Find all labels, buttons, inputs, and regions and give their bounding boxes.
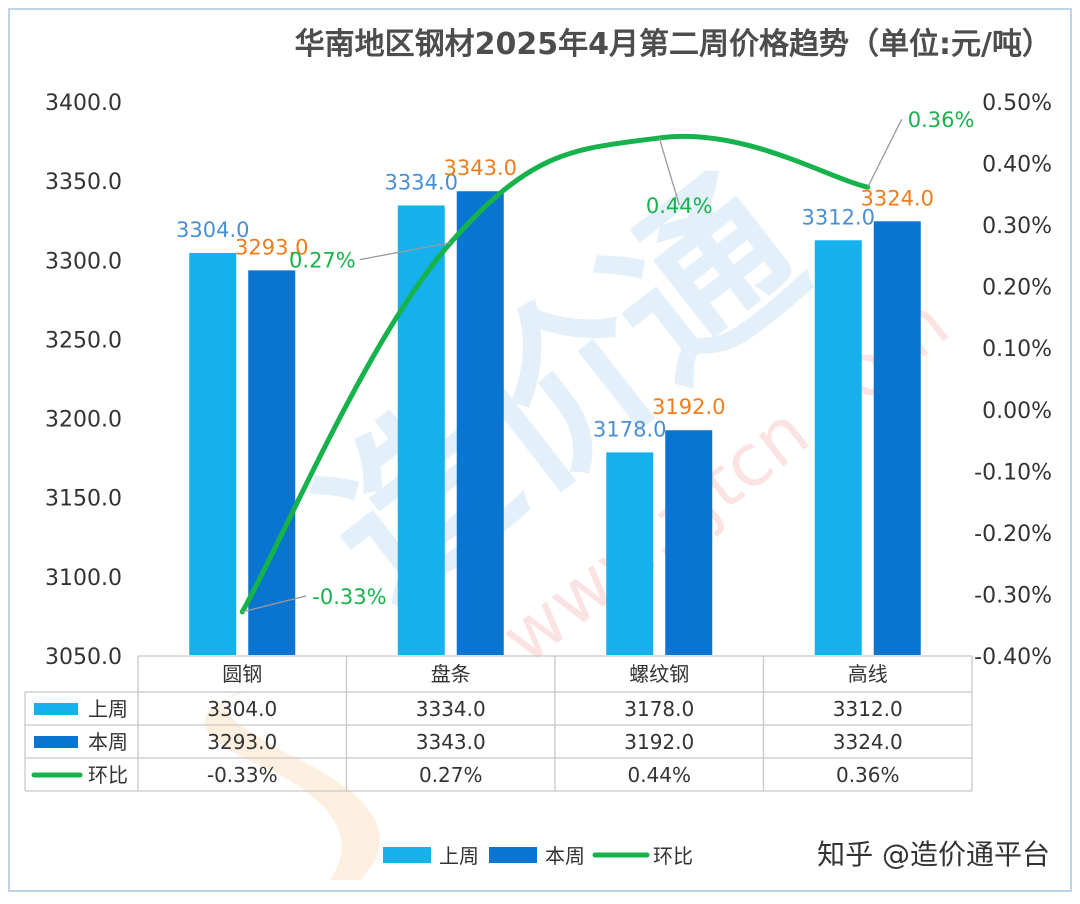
right-tick-label: -0.10% <box>974 460 1052 485</box>
bar <box>456 191 504 656</box>
table-cell: 3324.0 <box>833 730 903 754</box>
bar-data-label: 3192.0 <box>652 395 725 419</box>
left-tick-label: 3150.0 <box>45 487 122 512</box>
line-series-huanbi <box>239 134 871 615</box>
bar-data-label: 3293.0 <box>235 235 308 259</box>
table-cell: 3192.0 <box>624 730 694 754</box>
left-tick-label: 3400.0 <box>45 91 122 116</box>
bar <box>189 252 237 655</box>
category-label: 盘条 <box>431 662 471 686</box>
right-tick-label: -0.40% <box>974 645 1052 670</box>
category-label: 高线 <box>848 662 888 686</box>
right-tick-label: 0.10% <box>982 337 1052 362</box>
right-tick-label: 0.30% <box>982 214 1052 239</box>
line-data-label: -0.33% <box>312 585 386 609</box>
right-tick-label: 0.40% <box>982 153 1052 178</box>
left-tick-label: 3350.0 <box>45 170 122 195</box>
bar <box>665 430 713 655</box>
right-tick-label: 0.50% <box>982 91 1052 116</box>
line-data-label: 0.36% <box>908 108 975 132</box>
table-cell: 3334.0 <box>416 697 486 721</box>
table-cell: 0.27% <box>419 763 483 787</box>
table-cell: 3312.0 <box>833 697 903 721</box>
bar-data-label: 3304.0 <box>176 218 249 242</box>
legend-label: 环比 <box>653 844 693 868</box>
legend: 上周 本周 环比 <box>383 844 693 868</box>
bar <box>397 205 445 655</box>
credit-text: 知乎 @造价通平台 <box>817 838 1050 871</box>
left-tick-label: 3200.0 <box>45 408 122 433</box>
line-layer: -0.33% 0.27% 0.44% 0.36% <box>239 108 975 615</box>
leader-line <box>658 137 680 206</box>
bar <box>248 270 296 655</box>
legend-label: 上周 <box>439 844 479 868</box>
table-cell: -0.33% <box>207 763 278 787</box>
legend-swatch <box>383 847 431 863</box>
leader-line <box>242 595 307 613</box>
line-data-label: 0.44% <box>646 194 713 218</box>
legend-label: 本周 <box>545 844 585 868</box>
bar-data-label: 3178.0 <box>593 417 666 441</box>
table-series-label: 环比 <box>88 763 128 787</box>
table-cell: 3293.0 <box>207 730 277 754</box>
bar <box>873 221 921 655</box>
table-cell: 3304.0 <box>207 697 277 721</box>
leader-line <box>867 118 903 188</box>
left-tick-label: 3100.0 <box>45 566 122 591</box>
bar <box>606 452 654 655</box>
table-legend-swatch <box>34 736 78 748</box>
right-tick-label: 0.00% <box>982 399 1052 424</box>
left-tick-label: 3300.0 <box>45 249 122 274</box>
table-cell: 0.36% <box>836 763 900 787</box>
left-axis: 3400.0 3350.0 3300.0 3250.0 3200.0 3150.0 3100… <box>45 91 122 670</box>
leader-line <box>359 241 451 261</box>
table-series-label: 本周 <box>88 730 128 754</box>
category-label: 螺纹钢 <box>629 662 689 686</box>
legend-swatch <box>489 847 537 863</box>
right-tick-label: -0.20% <box>974 522 1052 547</box>
table-cell: 3178.0 <box>624 697 694 721</box>
table-cell: 0.44% <box>627 763 691 787</box>
bar-data-label: 3312.0 <box>802 205 875 229</box>
bar-data-label: 3343.0 <box>444 156 517 180</box>
left-tick-label: 3050.0 <box>45 645 122 670</box>
bar-layer <box>189 191 921 656</box>
line-data-label: 0.27% <box>289 249 356 273</box>
left-tick-label: 3250.0 <box>45 328 122 353</box>
chart-title: 华南地区钢材2025年4月第二周价格趋势（单位:元/吨） <box>295 27 1052 62</box>
table-series-label: 上周 <box>88 697 128 721</box>
right-tick-label: -0.30% <box>974 583 1052 608</box>
bar <box>814 240 862 655</box>
right-axis: 0.50% 0.40% 0.30% 0.20% 0.10% 0.00% -0.10% -0.2… <box>974 91 1052 670</box>
table-legend-swatch <box>34 703 78 715</box>
category-label: 圆钢 <box>222 662 262 686</box>
right-tick-label: 0.20% <box>982 276 1052 301</box>
bar-data-label: 3334.0 <box>385 170 458 194</box>
table-cell: 3343.0 <box>416 730 486 754</box>
bar-data-label: 3324.0 <box>861 186 934 210</box>
